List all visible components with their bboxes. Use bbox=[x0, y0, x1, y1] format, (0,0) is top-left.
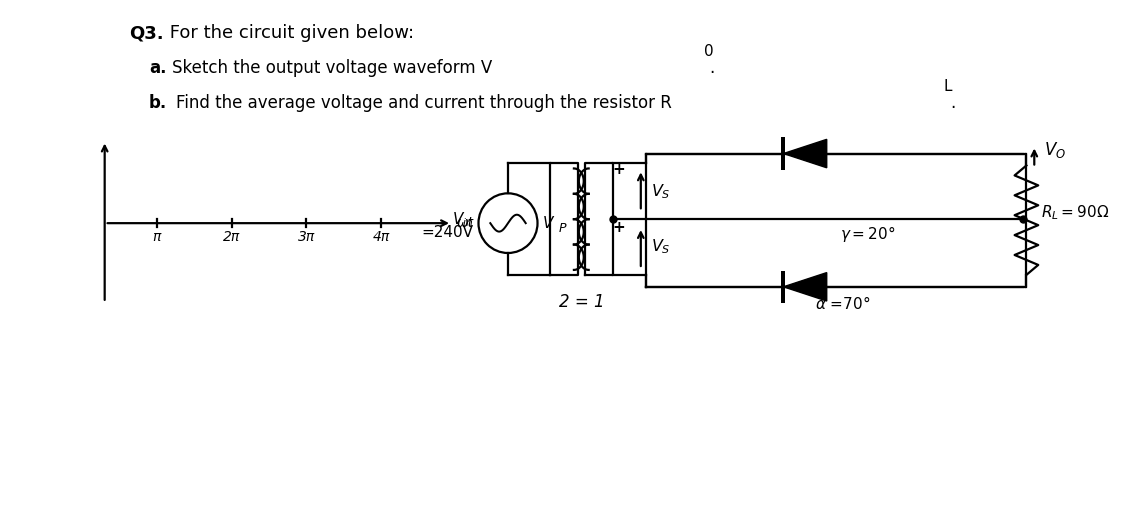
Text: b.: b. bbox=[148, 94, 168, 112]
Text: 3π: 3π bbox=[298, 230, 315, 244]
Text: $V_{in}$: $V_{in}$ bbox=[452, 210, 474, 229]
Text: $\gamma = 20°$: $\gamma = 20°$ bbox=[839, 224, 894, 244]
Text: L: L bbox=[944, 79, 952, 94]
Text: .: . bbox=[710, 59, 714, 77]
Text: P: P bbox=[558, 222, 566, 235]
Text: $V_S$: $V_S$ bbox=[650, 238, 670, 257]
Text: 2 = 1: 2 = 1 bbox=[559, 293, 604, 311]
Text: +: + bbox=[613, 162, 626, 177]
Text: .: . bbox=[951, 94, 956, 112]
Text: π: π bbox=[153, 230, 161, 244]
Text: $\alpha$ =70°: $\alpha$ =70° bbox=[814, 295, 871, 312]
Text: 0: 0 bbox=[704, 44, 713, 59]
Text: For the circuit given below:: For the circuit given below: bbox=[164, 24, 414, 42]
Text: a.: a. bbox=[148, 59, 166, 77]
Text: $R_L = 90\Omega$: $R_L = 90\Omega$ bbox=[1041, 203, 1109, 222]
Text: V: V bbox=[542, 216, 552, 231]
Text: ωt: ωt bbox=[457, 216, 474, 230]
Text: Find the average voltage and current through the resistor R: Find the average voltage and current thr… bbox=[177, 94, 673, 112]
Text: $V_S$: $V_S$ bbox=[650, 182, 670, 200]
Text: 4π: 4π bbox=[372, 230, 389, 244]
Text: $V_O$: $V_O$ bbox=[1044, 139, 1066, 160]
Text: Q3.: Q3. bbox=[129, 24, 164, 42]
Polygon shape bbox=[783, 139, 827, 168]
Text: 2π: 2π bbox=[223, 230, 241, 244]
Text: +: + bbox=[613, 220, 626, 235]
Text: =240V: =240V bbox=[422, 225, 474, 239]
Text: Sketch the output voltage waveform V: Sketch the output voltage waveform V bbox=[172, 59, 492, 77]
Polygon shape bbox=[783, 273, 827, 301]
